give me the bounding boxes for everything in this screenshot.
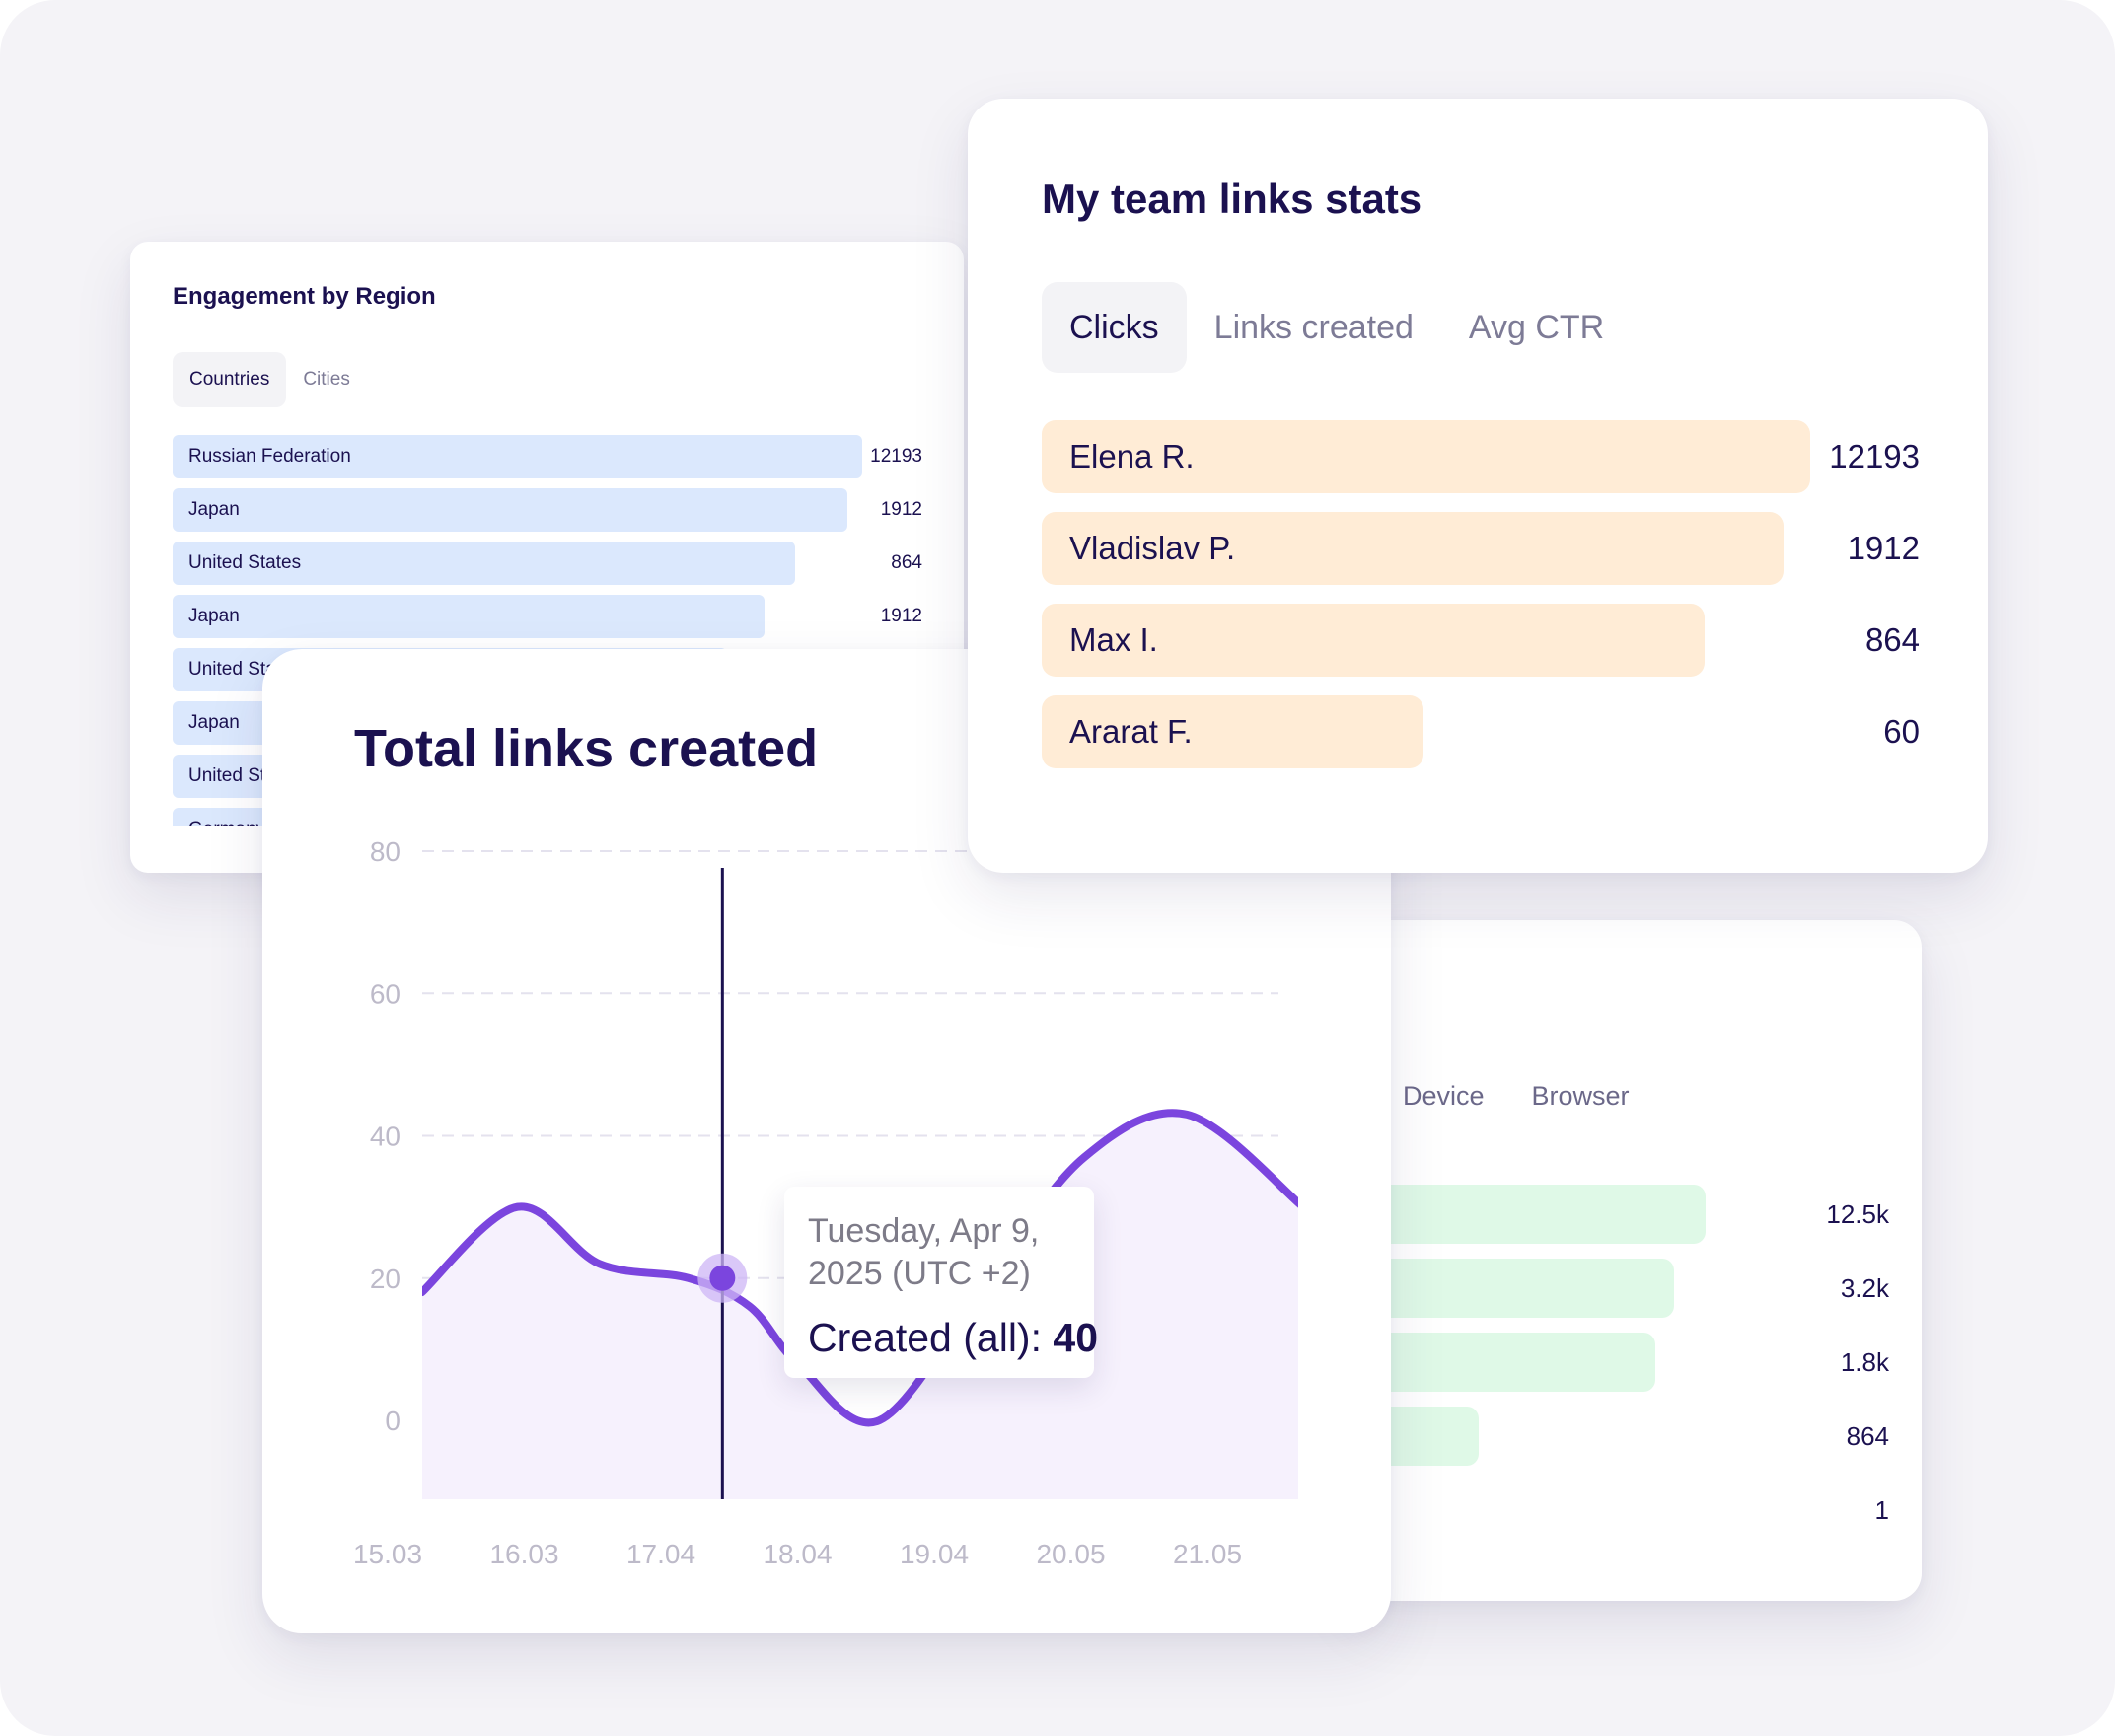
region-label: United States xyxy=(188,552,302,573)
region-row[interactable]: Japan 1912 xyxy=(173,595,922,638)
x-tick-label: 18.04 xyxy=(763,1539,832,1569)
device-row[interactable]: 3.2k xyxy=(1351,1259,1889,1318)
team-member-name: Elena R. xyxy=(1069,438,1195,474)
tab-clicks[interactable]: Clicks xyxy=(1042,282,1187,373)
region-value: 12193 xyxy=(870,446,922,467)
team-member-value: 12193 xyxy=(1829,438,1920,474)
team-bar xyxy=(1042,695,1423,768)
device-tabs: Device Browser xyxy=(1403,1076,1677,1116)
team-row[interactable]: Elena R. 12193 xyxy=(1042,420,1920,493)
tab-browser[interactable]: Browser xyxy=(1531,1081,1630,1111)
x-tick-label: 17.04 xyxy=(626,1539,695,1569)
device-bar xyxy=(1351,1185,1706,1244)
team-bar xyxy=(1042,420,1810,493)
region-label: Japan xyxy=(188,499,240,520)
y-tick-label: 20 xyxy=(370,1264,401,1294)
region-bar xyxy=(173,595,765,638)
region-tabs: Countries Cities xyxy=(173,352,367,407)
x-tick-label: 16.03 xyxy=(489,1539,558,1569)
device-row[interactable]: 864 xyxy=(1351,1407,1889,1466)
device-value: 1.8k xyxy=(1840,1347,1889,1377)
team-member-name: Ararat F. xyxy=(1069,713,1193,750)
region-row[interactable]: United States 864 xyxy=(173,542,922,585)
device-value: 12.5k xyxy=(1826,1199,1889,1229)
device-row[interactable]: 1 xyxy=(1351,1481,1889,1540)
team-row[interactable]: Ararat F. 60 xyxy=(1042,695,1920,768)
tab-countries[interactable]: Countries xyxy=(173,352,287,407)
device-bar xyxy=(1351,1259,1674,1318)
tooltip-date: Tuesday, Apr 9, 2025 (UTC +2) xyxy=(808,1212,1040,1292)
x-tick-label: 19.04 xyxy=(900,1539,969,1569)
region-label: Japan xyxy=(188,712,240,733)
x-tick-label: 21.05 xyxy=(1173,1539,1242,1569)
region-value: 1912 xyxy=(880,499,922,520)
tooltip-metric: Created (all): 40 xyxy=(808,1313,1098,1362)
team-bar xyxy=(1042,604,1705,677)
team-links-stats-card: My team links stats Clicks Links created… xyxy=(968,99,1988,873)
y-tick-label: 80 xyxy=(370,836,401,867)
region-value: 1912 xyxy=(880,606,922,626)
total-links-title: Total links created xyxy=(354,719,819,778)
tab-cities[interactable]: Cities xyxy=(303,369,350,390)
device-value: 864 xyxy=(1846,1421,1889,1451)
team-member-value: 60 xyxy=(1883,713,1920,750)
y-tick-label: 40 xyxy=(370,1121,401,1152)
region-row[interactable]: Japan 1912 xyxy=(173,488,922,532)
team-row[interactable]: Vladislav P. 1912 xyxy=(1042,512,1920,585)
team-member-name: Vladislav P. xyxy=(1069,530,1236,566)
region-bar xyxy=(173,488,847,532)
tab-device[interactable]: Device xyxy=(1403,1081,1485,1111)
hover-point xyxy=(709,1265,736,1291)
region-label: Russian Federation xyxy=(188,446,351,467)
team-card-title: My team links stats xyxy=(1042,176,1422,222)
y-tick-label: 0 xyxy=(385,1406,401,1436)
device-value: 3.2k xyxy=(1840,1273,1889,1303)
tooltip-metric-label: Created (all): xyxy=(808,1315,1042,1360)
team-member-value: 1912 xyxy=(1847,530,1920,566)
device-bar xyxy=(1351,1333,1655,1392)
device-row[interactable]: 12.5k xyxy=(1351,1185,1889,1244)
series-line xyxy=(422,1109,1298,1427)
region-bar xyxy=(173,542,795,585)
x-tick-label: 20.05 xyxy=(1036,1539,1105,1569)
device-row[interactable]: 1.8k xyxy=(1351,1333,1889,1392)
region-row[interactable]: Russian Federation 12193 xyxy=(173,435,922,478)
device-value: 1 xyxy=(1874,1495,1889,1525)
tooltip-metric-value: 40 xyxy=(1053,1315,1098,1360)
team-tabs: Clicks Links created Avg CTR xyxy=(1042,282,1632,373)
region-card-title: Engagement by Region xyxy=(173,283,436,310)
tab-links-created[interactable]: Links created xyxy=(1213,309,1414,346)
y-tick-label: 60 xyxy=(370,978,401,1009)
chart-tooltip: Tuesday, Apr 9, 2025 (UTC +2) Created (a… xyxy=(784,1187,1098,1378)
team-member-name: Max I. xyxy=(1069,621,1158,658)
device-browser-card: Device Browser 12.5k 3.2k 1.8k 864 1 xyxy=(1351,920,1922,1601)
region-bar xyxy=(173,435,862,478)
region-label: Japan xyxy=(188,606,240,626)
team-member-value: 864 xyxy=(1864,621,1920,658)
team-row[interactable]: Max I. 864 xyxy=(1042,604,1920,677)
region-label: Germany xyxy=(188,808,265,826)
team-bar xyxy=(1042,512,1784,585)
x-tick-label: 15.03 xyxy=(353,1539,422,1569)
tab-avg-ctr[interactable]: Avg CTR xyxy=(1468,309,1605,346)
region-value: 864 xyxy=(891,552,922,573)
